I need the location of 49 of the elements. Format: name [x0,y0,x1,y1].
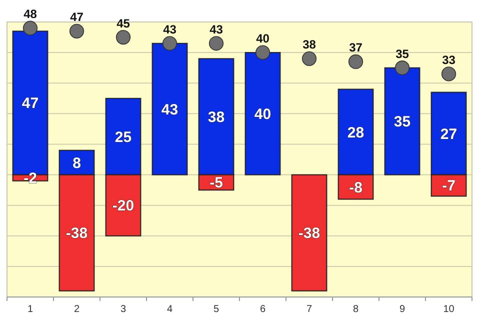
data-label: 45 [116,16,130,30]
point [22,20,38,36]
bar [384,67,420,176]
point [162,36,178,51]
point [255,45,270,60]
data-label: 38 [208,108,225,126]
point [302,51,317,66]
data-label: 35 [396,46,410,61]
data-label: -8 [349,179,362,196]
data-label: 38 [302,38,316,52]
x-tick-label: 8 [352,304,359,315]
data-label: -5 [210,174,223,192]
x-tick-label: 4 [166,304,173,315]
data-label: -20 [112,198,134,215]
data-label: -38 [66,225,88,242]
x-tick-label: 5 [213,304,220,315]
data-label: 33 [442,52,456,67]
point [116,30,131,45]
x-tick-label: 9 [399,304,406,315]
x-tick-label: 2 [74,304,80,315]
data-label: 43 [163,22,177,36]
x-tick-label: 1 [27,304,34,315]
point [348,54,364,70]
data-label: 25 [114,128,132,146]
data-label: 8 [72,154,81,172]
data-label: 28 [347,124,364,142]
bar [244,52,281,176]
bar [291,174,328,292]
data-label: -38 [298,225,320,242]
data-label: 40 [256,32,270,46]
x-tick-label: 7 [306,304,312,315]
point [69,24,84,38]
point [441,66,456,82]
point [208,36,224,51]
data-label: -7 [442,178,456,195]
data-label: 35 [394,114,411,131]
data-label: 43 [210,22,224,36]
data-label: 40 [254,106,272,123]
point [394,60,410,76]
bar [152,42,188,176]
x-tick-label: 10 [443,304,455,315]
data-label: 37 [349,40,363,55]
x-tick-label: 6 [260,304,266,315]
x-tick-label: 3 [120,304,126,315]
data-label: 47 [70,10,84,24]
data-label: 48 [24,7,38,22]
data-label: 47 [22,95,39,112]
data-label: 27 [440,126,458,143]
data-label: 43 [161,101,178,118]
